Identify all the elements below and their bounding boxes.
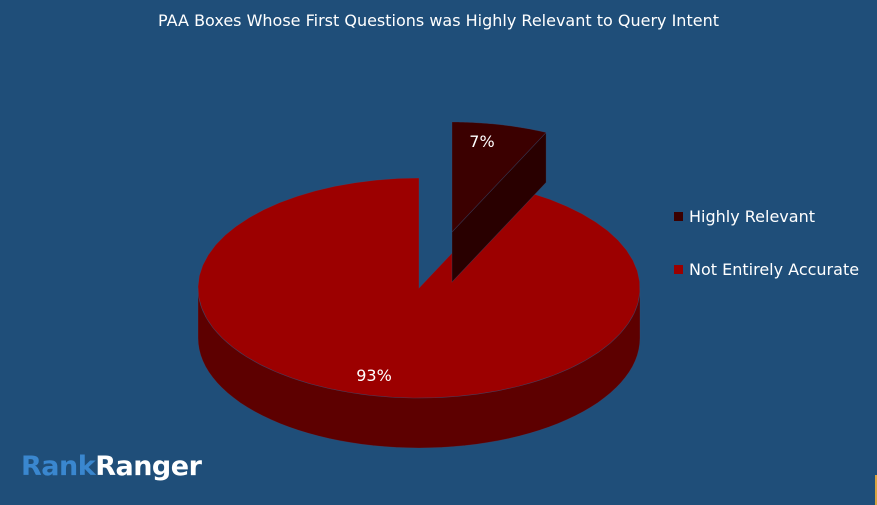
data-label: 7% [469,132,494,151]
chart-title: PAA Boxes Whose First Questions was High… [158,11,719,30]
legend-item-not-entirely-accurate: Not Entirely Accurate [674,260,859,279]
slice-highly-relevant [451,121,547,233]
legend-label: Not Entirely Accurate [689,260,860,279]
legend-item-highly-relevant: Highly Relevant [674,207,815,226]
slice-not-entirely-accurate [197,177,641,399]
rankranger-logo: RankRanger [21,451,202,482]
edge-line [875,475,877,505]
legend-swatch [674,265,683,274]
legend-label: Highly Relevant [689,207,815,226]
data-label: 93% [356,366,392,385]
legend-swatch [674,212,683,221]
